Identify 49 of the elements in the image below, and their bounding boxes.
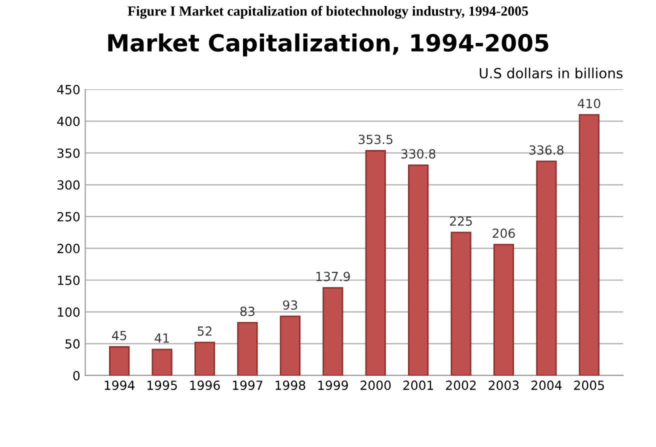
x-tick-label: 2000 <box>360 380 391 390</box>
bar <box>322 287 344 376</box>
bar <box>408 164 429 376</box>
data-label: 336.8 <box>529 145 564 155</box>
x-tick-label: 2002 <box>446 380 476 390</box>
data-label: 41 <box>154 334 169 343</box>
y-tick-label: 300 <box>58 180 80 190</box>
y-tick-label: 0 <box>73 370 80 380</box>
x-tick-label: 2005 <box>574 380 604 390</box>
x-tick-label: 2003 <box>488 380 519 390</box>
x-tick-label: 2001 <box>403 380 434 390</box>
y-tick-label: 450 <box>57 84 80 94</box>
x-tick-label: 1996 <box>190 380 220 390</box>
data-label: 93 <box>283 300 298 310</box>
y-tick-label: 100 <box>58 307 80 317</box>
data-label: 330.8 <box>401 149 436 159</box>
data-label: 83 <box>240 306 254 316</box>
bar <box>237 322 258 376</box>
data-label: 137.9 <box>316 272 350 282</box>
x-tick-label: 2004 <box>531 380 562 390</box>
chart-subtitle: U.S dollars in billions <box>480 68 623 78</box>
data-label: 45 <box>112 330 126 340</box>
bar <box>280 316 300 376</box>
data-label: 353.5 <box>358 134 392 144</box>
chart-title: Market Capitalization, 1994-2005 <box>108 33 548 56</box>
x-tick-label: 1999 <box>318 380 348 390</box>
data-label: 52 <box>198 326 212 336</box>
x-tick-label: 1994 <box>104 380 135 390</box>
y-tick-label: 200 <box>57 244 80 254</box>
y-tick-label: 400 <box>57 116 80 126</box>
bar <box>365 150 386 376</box>
x-tick-label: 1997 <box>232 380 262 390</box>
bar <box>109 346 130 376</box>
bar <box>194 342 216 376</box>
x-tick-label: 1995 <box>148 380 177 390</box>
y-tick-label: 350 <box>58 148 80 158</box>
y-tick-label: 250 <box>57 212 80 222</box>
bar <box>493 244 514 376</box>
bar <box>152 348 172 376</box>
data-label: 206 <box>492 228 515 238</box>
x-tick-label: 1998 <box>276 380 306 390</box>
bar <box>578 114 600 376</box>
y-tick-label: 50 <box>65 339 80 349</box>
text: Figure I Market capitalization of biotechnology industry, 1994-2005 <box>128 6 528 19</box>
data-label: 410 <box>578 98 600 108</box>
y-tick-label: 150 <box>58 276 80 286</box>
bar <box>450 232 472 376</box>
data-label: 225 <box>450 216 472 226</box>
bar <box>536 160 557 376</box>
